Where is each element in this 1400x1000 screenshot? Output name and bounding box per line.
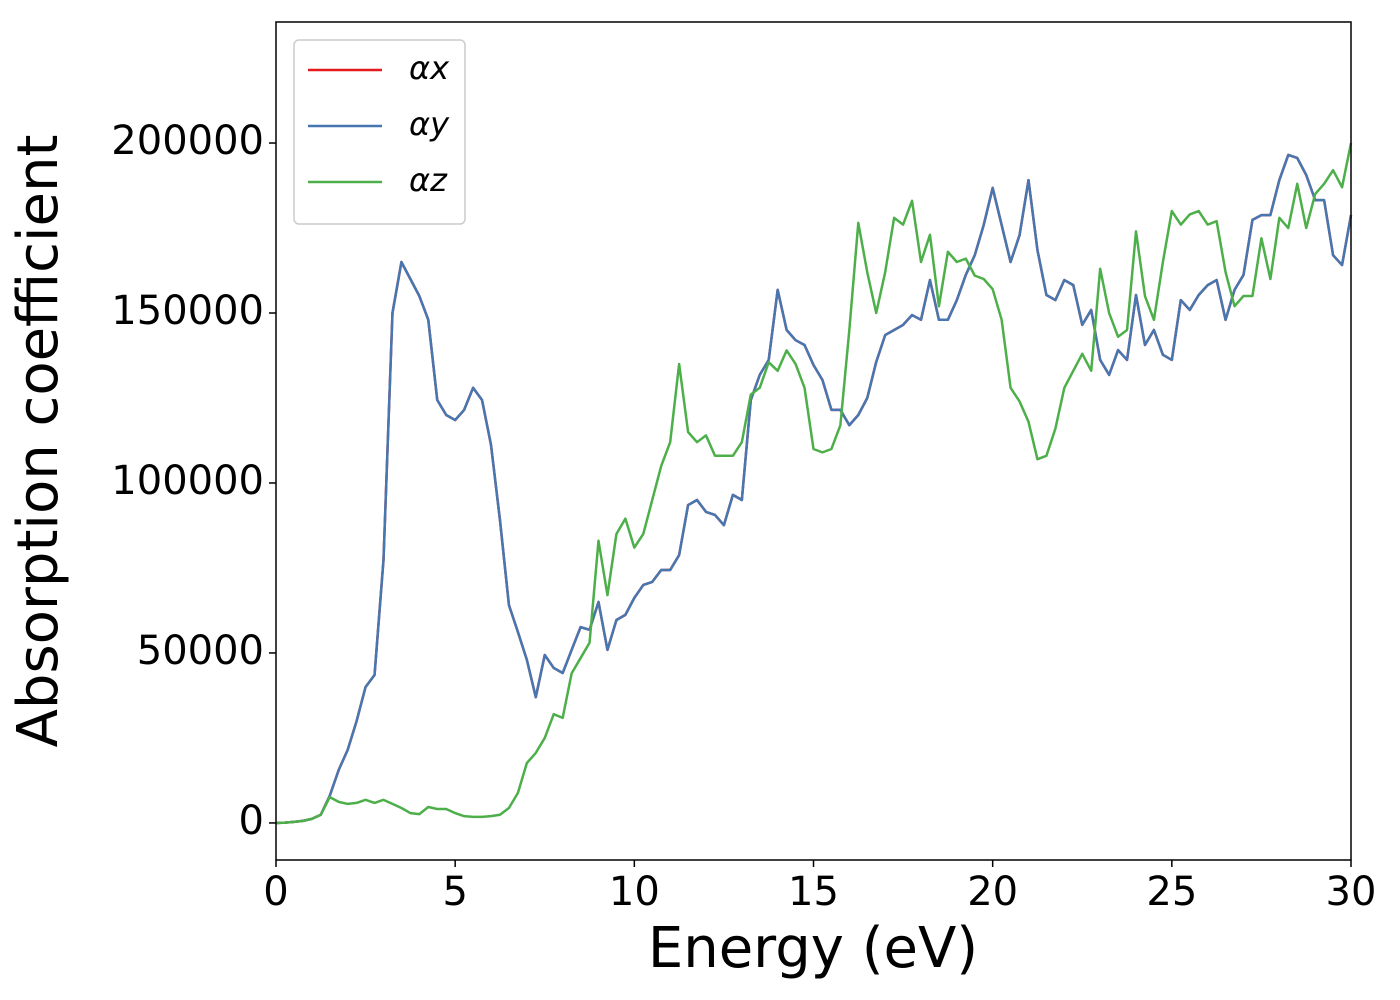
data-line xyxy=(275,153,1353,825)
x-tick-label: 15 xyxy=(788,869,839,915)
y-tick-label: 100000 xyxy=(111,458,264,504)
data-line xyxy=(275,142,1353,825)
y-tick-label: 50000 xyxy=(137,628,264,674)
x-tick-label: 10 xyxy=(609,869,660,915)
legend-box xyxy=(293,39,466,225)
y-tick-label: 0 xyxy=(239,798,264,844)
x-tick-label: 20 xyxy=(967,869,1018,915)
y-tick-label: 150000 xyxy=(111,288,264,334)
x-tick-label: 30 xyxy=(1326,869,1377,915)
x-tick-label: 5 xyxy=(442,869,467,915)
x-tick-label: 0 xyxy=(263,869,288,915)
plot-frame xyxy=(275,21,1352,861)
legend-label: αx xyxy=(409,49,450,87)
legend-label: αy xyxy=(409,105,450,143)
y-tick-label: 200000 xyxy=(111,118,264,164)
data-line xyxy=(275,153,1353,825)
y-axis-label: Absorption coefficient xyxy=(6,135,71,748)
x-axis-label: Energy (eV) xyxy=(648,916,978,981)
legend-label: αz xyxy=(409,161,448,199)
x-tick-label: 25 xyxy=(1146,869,1197,915)
